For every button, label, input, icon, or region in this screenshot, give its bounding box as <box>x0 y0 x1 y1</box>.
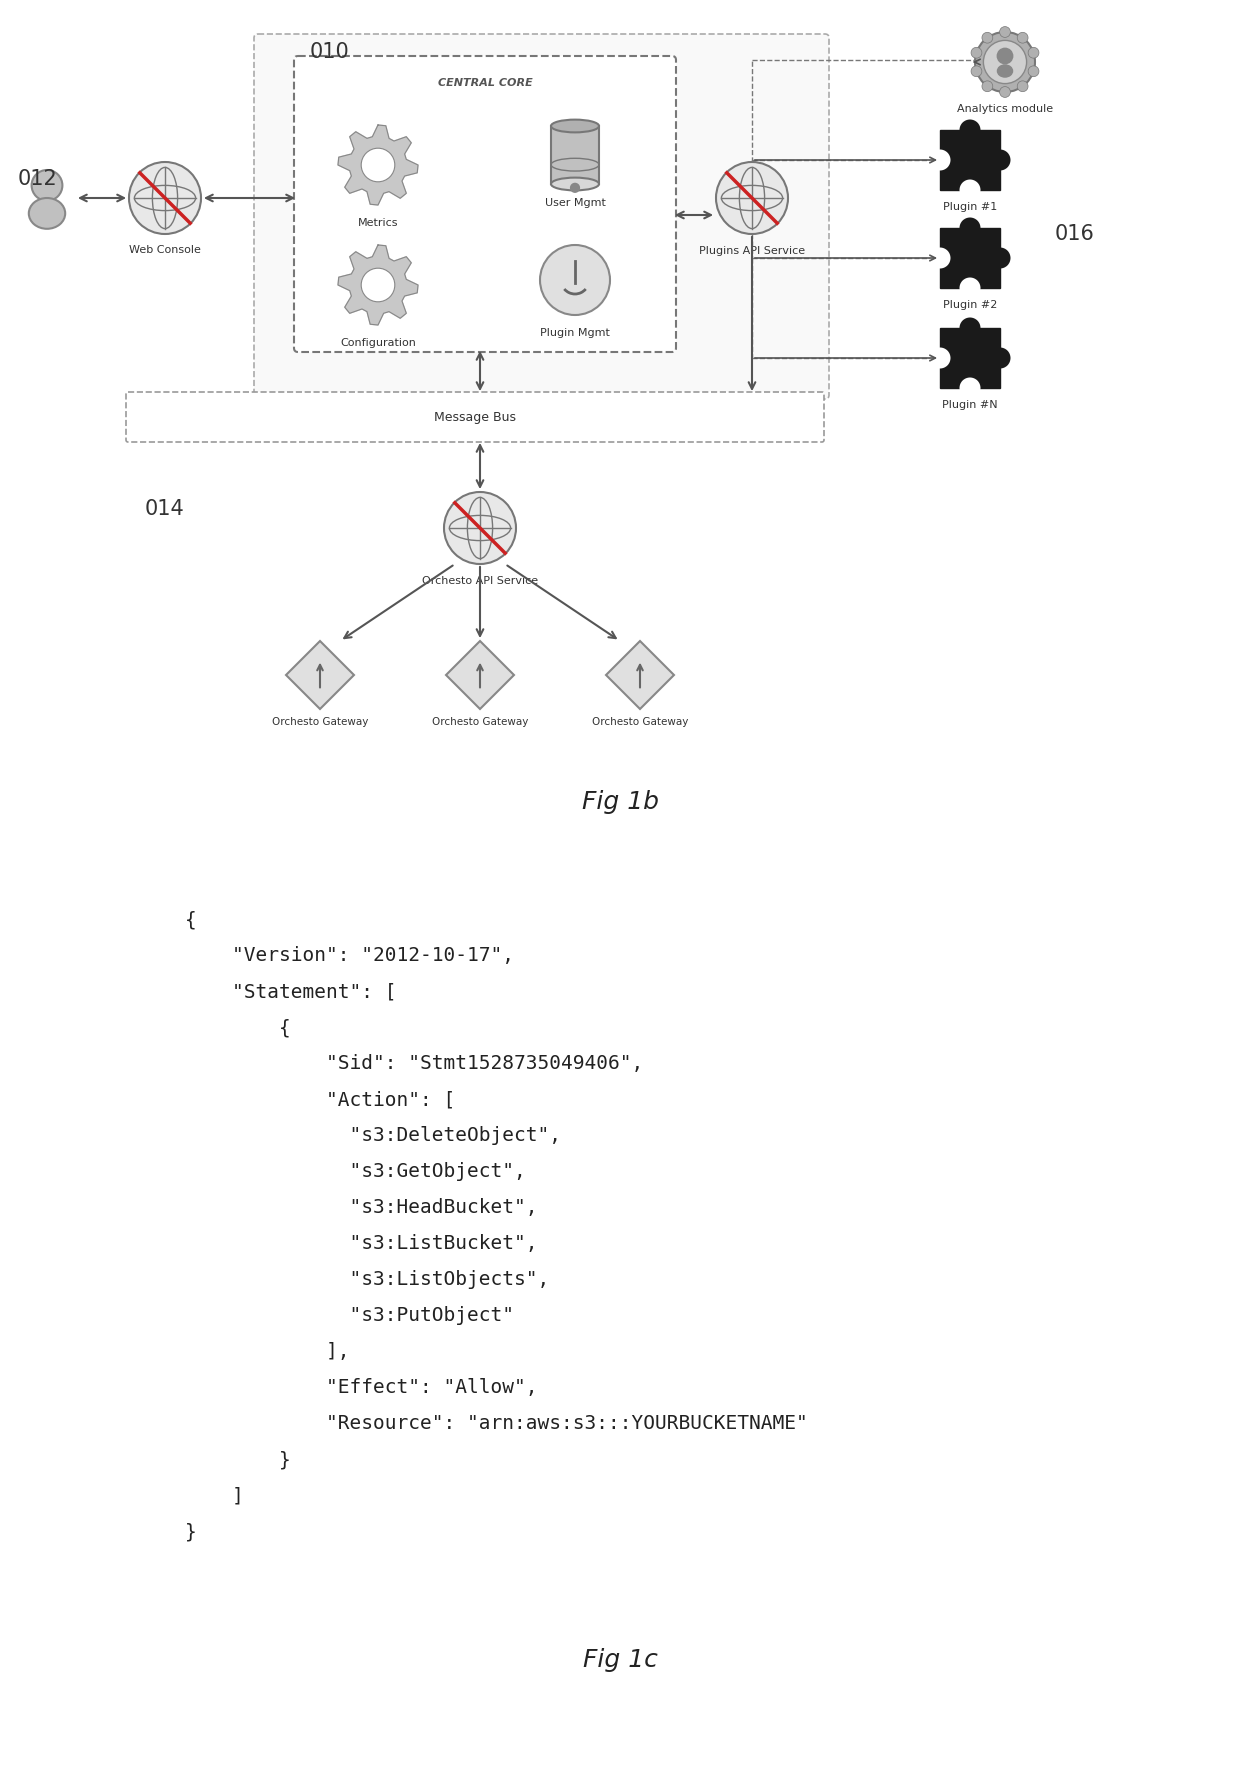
Text: "Resource": "arn:aws:s3:::YOURBUCKETNAME": "Resource": "arn:aws:s3:::YOURBUCKETNAME… <box>185 1414 807 1433</box>
Circle shape <box>971 48 982 59</box>
Text: Metrics: Metrics <box>358 218 398 227</box>
Text: "Version": "2012-10-17",: "Version": "2012-10-17", <box>185 947 515 964</box>
Circle shape <box>129 162 201 234</box>
Circle shape <box>1017 82 1028 92</box>
Circle shape <box>990 348 1011 368</box>
Ellipse shape <box>997 64 1013 78</box>
FancyBboxPatch shape <box>254 34 830 400</box>
Text: CENTRAL CORE: CENTRAL CORE <box>438 78 532 89</box>
Polygon shape <box>339 245 418 325</box>
Circle shape <box>361 268 394 302</box>
Circle shape <box>570 183 580 194</box>
Circle shape <box>982 32 993 43</box>
Text: Fig 1c: Fig 1c <box>583 1648 657 1671</box>
Text: ],: ], <box>185 1343 350 1360</box>
Circle shape <box>982 82 993 92</box>
Polygon shape <box>940 130 999 190</box>
Circle shape <box>999 27 1011 37</box>
Text: Orchesto Gateway: Orchesto Gateway <box>272 718 368 726</box>
Circle shape <box>990 247 1011 268</box>
Text: Orchesto Gateway: Orchesto Gateway <box>591 718 688 726</box>
Text: Configuration: Configuration <box>340 337 415 348</box>
Text: "s3:PutObject": "s3:PutObject" <box>185 1305 515 1325</box>
Text: "s3:GetObject",: "s3:GetObject", <box>185 1162 526 1181</box>
Circle shape <box>975 32 1035 92</box>
Circle shape <box>960 119 981 140</box>
Polygon shape <box>446 641 515 709</box>
Circle shape <box>715 162 787 234</box>
Text: "Sid": "Stmt1528735049406",: "Sid": "Stmt1528735049406", <box>185 1053 644 1073</box>
Circle shape <box>960 378 981 398</box>
Bar <box>551 126 599 185</box>
Text: User Mgmt: User Mgmt <box>544 197 605 208</box>
Circle shape <box>1028 66 1039 76</box>
Circle shape <box>960 277 981 298</box>
Text: "s3:ListBucket",: "s3:ListBucket", <box>185 1234 537 1254</box>
Ellipse shape <box>29 197 66 229</box>
Circle shape <box>539 245 610 314</box>
Circle shape <box>930 247 951 268</box>
FancyBboxPatch shape <box>294 57 676 352</box>
Text: {: { <box>185 909 197 929</box>
Text: Message Bus: Message Bus <box>434 410 516 423</box>
Text: Plugin #N: Plugin #N <box>942 400 998 410</box>
Text: }: } <box>185 1522 197 1542</box>
Text: "Statement": [: "Statement": [ <box>185 982 397 1002</box>
Polygon shape <box>339 124 418 204</box>
Text: 010: 010 <box>310 43 350 62</box>
Text: }: } <box>185 1449 290 1469</box>
Circle shape <box>444 492 516 565</box>
Circle shape <box>960 179 981 201</box>
FancyBboxPatch shape <box>126 392 825 442</box>
Circle shape <box>997 48 1013 64</box>
Text: ]: ] <box>185 1487 244 1504</box>
Polygon shape <box>606 641 675 709</box>
Ellipse shape <box>551 119 599 133</box>
Text: "s3:HeadBucket",: "s3:HeadBucket", <box>185 1199 537 1217</box>
Circle shape <box>971 66 982 76</box>
Text: Analytics module: Analytics module <box>957 105 1053 114</box>
Polygon shape <box>286 641 353 709</box>
Text: Orchesto Gateway: Orchesto Gateway <box>432 718 528 726</box>
Text: "s3:ListObjects",: "s3:ListObjects", <box>185 1270 549 1289</box>
Text: 016: 016 <box>1055 224 1095 243</box>
Text: Plugin #2: Plugin #2 <box>942 300 997 311</box>
Text: 014: 014 <box>145 499 185 519</box>
Ellipse shape <box>551 178 599 190</box>
Circle shape <box>960 318 981 339</box>
Text: Plugin Mgmt: Plugin Mgmt <box>541 329 610 337</box>
Circle shape <box>930 149 951 170</box>
Circle shape <box>930 348 951 368</box>
Circle shape <box>1028 48 1039 59</box>
Text: Fig 1b: Fig 1b <box>582 790 658 813</box>
Polygon shape <box>940 329 999 387</box>
Circle shape <box>999 87 1011 98</box>
Text: Plugin #1: Plugin #1 <box>942 202 997 211</box>
Text: 012: 012 <box>19 169 58 188</box>
Circle shape <box>983 41 1027 83</box>
Text: "s3:DeleteObject",: "s3:DeleteObject", <box>185 1126 560 1146</box>
Text: Web Console: Web Console <box>129 245 201 256</box>
Text: Orchesto API Service: Orchesto API Service <box>422 575 538 586</box>
Polygon shape <box>940 227 999 288</box>
Text: {: { <box>185 1018 290 1037</box>
Circle shape <box>990 149 1011 170</box>
Text: Plugins API Service: Plugins API Service <box>699 247 805 256</box>
Circle shape <box>31 170 62 201</box>
Text: "Action": [: "Action": [ <box>185 1090 455 1108</box>
Circle shape <box>1017 32 1028 43</box>
Circle shape <box>960 217 981 238</box>
Circle shape <box>361 147 394 181</box>
Text: "Effect": "Allow",: "Effect": "Allow", <box>185 1378 537 1398</box>
